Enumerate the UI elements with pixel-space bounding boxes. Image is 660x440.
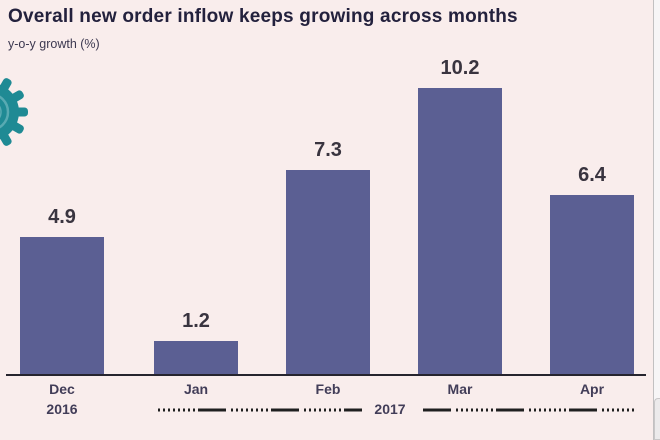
bar-value-label: 1.2 [182, 310, 210, 332]
bar-feb [286, 170, 370, 375]
scrollbar-track[interactable] [653, 0, 660, 440]
gear-icon [0, 72, 34, 152]
x-axis-line [6, 374, 646, 376]
bar-value-label: 4.9 [48, 206, 76, 228]
bar-apr [550, 195, 634, 375]
x-tick-label-mar: Mar [447, 381, 473, 397]
x-tick-label-apr: Apr [579, 381, 605, 397]
x-tick-label-jan: Jan [183, 381, 209, 397]
bar-value-label: 10.2 [440, 57, 480, 79]
year-label-2017: 2017 [374, 401, 406, 417]
year-label-2016: 2016 [46, 401, 78, 417]
chart-title: Overall new order inflow keeps growing a… [8, 6, 518, 27]
bar-value-label: 7.3 [314, 139, 342, 161]
bar-jan [154, 341, 238, 375]
chart-subtitle: y-o-y growth (%) [8, 37, 100, 51]
bar-mar [418, 88, 502, 375]
x-tick-label-dec: Dec [49, 381, 75, 397]
bar-dec [20, 237, 104, 375]
bar-value-label: 6.4 [578, 164, 606, 186]
scrollbar-thumb[interactable] [654, 398, 660, 440]
x-tick-label-feb: Feb [315, 381, 341, 397]
